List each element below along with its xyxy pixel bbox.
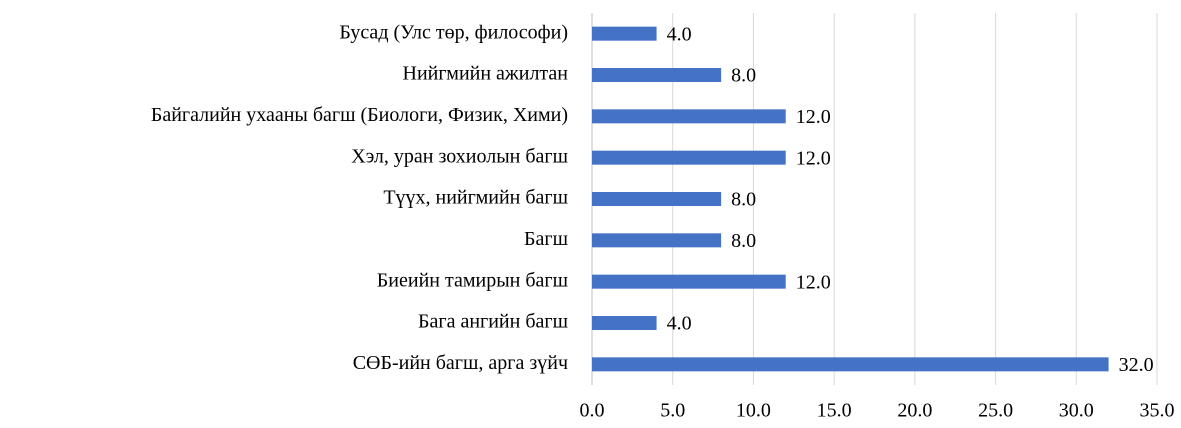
bar <box>592 357 1109 372</box>
data-label: 4.0 <box>667 23 692 45</box>
bar <box>592 68 722 82</box>
y-tick-label: Бага ангийн багш <box>418 311 569 333</box>
y-tick-label: Байгалийн ухааны багш (Биологи, Физик, Х… <box>151 104 568 126</box>
data-label: 8.0 <box>731 189 756 211</box>
bar <box>592 192 722 206</box>
x-tick-label: 20.0 <box>897 400 932 422</box>
bar <box>592 316 657 330</box>
y-tick-label: Хэл, уран зохиолын багш <box>351 145 568 167</box>
bar <box>592 150 786 165</box>
data-label: 12.0 <box>796 271 831 293</box>
bar <box>592 109 786 124</box>
x-tick-label: 35.0 <box>1140 400 1175 422</box>
bar <box>592 26 657 41</box>
x-tick-label: 25.0 <box>978 400 1013 422</box>
y-tick-label: Түүх, нийгмийн багш <box>383 187 568 209</box>
x-tick-label: 0.0 <box>580 400 605 422</box>
data-label: 32.0 <box>1119 354 1154 376</box>
y-tick-label: Бусад (Улс төр, философи) <box>339 21 568 43</box>
x-tick-label: 15.0 <box>817 400 852 422</box>
data-label: 4.0 <box>667 313 692 335</box>
y-tick-label: Биеийн тамирын багш <box>377 269 569 291</box>
y-tick-label: Нийгмийн ажилтан <box>403 63 569 85</box>
data-label: 12.0 <box>796 147 831 169</box>
y-tick-label: СӨБ-ийн багш, арга зүйч <box>353 352 568 374</box>
bar <box>592 274 786 289</box>
data-label: 8.0 <box>731 230 756 252</box>
bar <box>592 233 722 248</box>
data-label: 8.0 <box>731 65 756 87</box>
y-tick-label: Багш <box>524 228 569 250</box>
x-tick-label: 30.0 <box>1059 400 1094 422</box>
data-label: 12.0 <box>796 106 831 128</box>
x-tick-label: 5.0 <box>660 400 685 422</box>
x-tick-label: 10.0 <box>736 400 771 422</box>
